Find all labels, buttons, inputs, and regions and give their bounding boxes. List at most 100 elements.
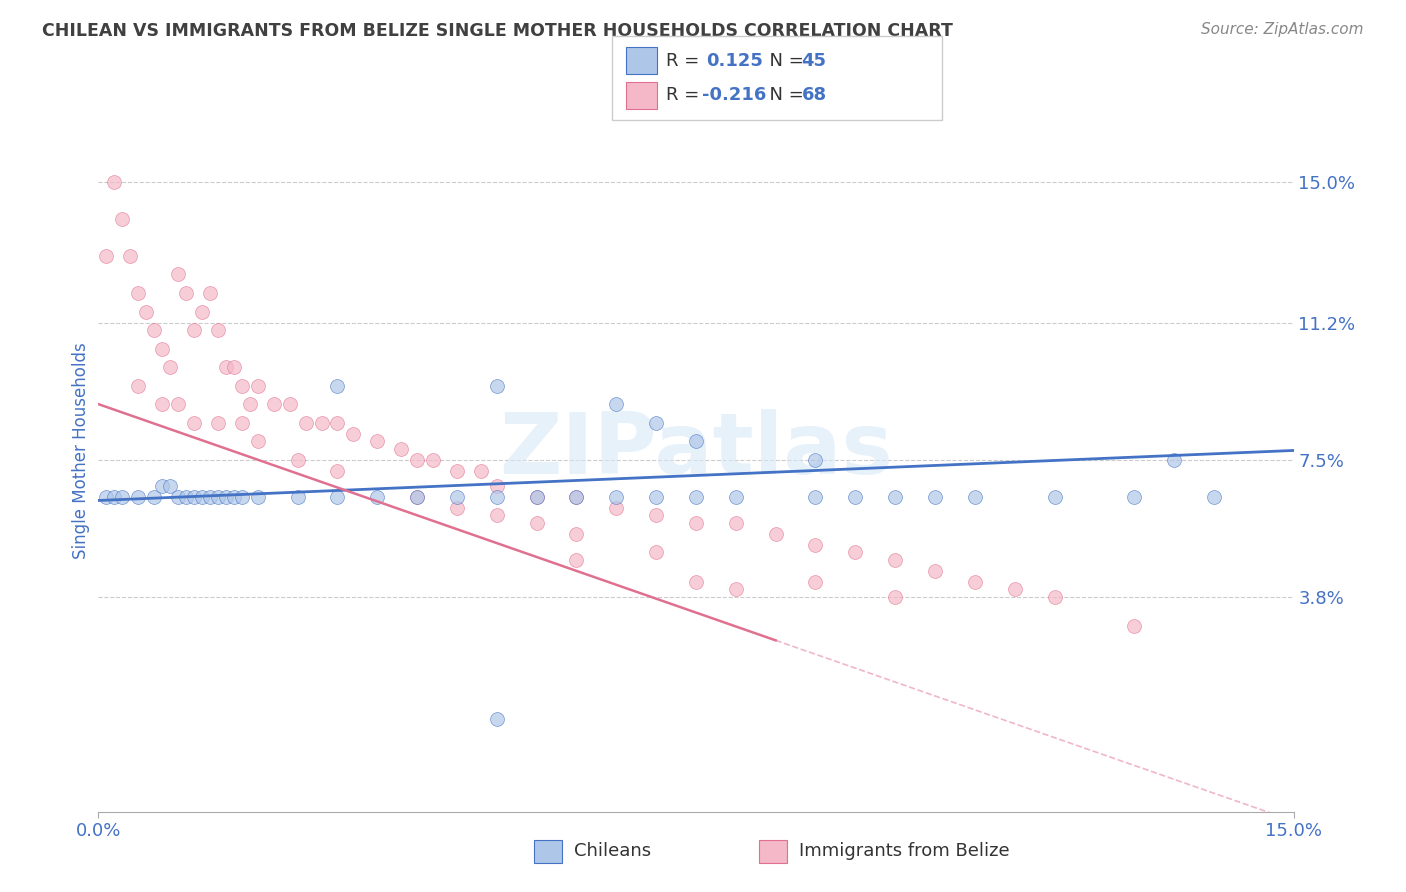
Point <box>485 378 508 392</box>
Point <box>143 490 166 504</box>
Point <box>605 490 627 504</box>
Point <box>1043 590 1066 604</box>
Point <box>207 416 229 430</box>
Text: N =: N = <box>758 87 810 104</box>
Point <box>183 490 205 504</box>
Point <box>1043 490 1066 504</box>
Text: Chileans: Chileans <box>574 842 651 861</box>
Point <box>127 285 149 300</box>
Point <box>485 490 508 504</box>
Point <box>167 268 190 282</box>
Point <box>685 490 707 504</box>
Point <box>215 360 238 375</box>
Point <box>294 416 316 430</box>
Text: R =: R = <box>666 87 706 104</box>
Point <box>605 397 627 411</box>
Point <box>342 426 364 441</box>
Point <box>231 416 253 430</box>
Point <box>135 304 157 318</box>
Point <box>804 574 827 589</box>
Point <box>263 397 285 411</box>
Point <box>406 490 429 504</box>
Point <box>422 452 444 467</box>
Text: Immigrants from Belize: Immigrants from Belize <box>799 842 1010 861</box>
Point <box>685 516 707 530</box>
Point <box>1123 619 1146 633</box>
Point <box>526 516 548 530</box>
Point <box>174 490 197 504</box>
Point <box>278 397 301 411</box>
Point <box>724 582 747 597</box>
Point <box>246 490 269 504</box>
Point <box>924 490 946 504</box>
Point <box>884 490 907 504</box>
Point <box>406 490 429 504</box>
Point <box>485 712 508 726</box>
Point <box>198 285 221 300</box>
Point <box>565 526 588 541</box>
Point <box>127 378 149 392</box>
Point <box>311 416 333 430</box>
Point <box>231 490 253 504</box>
Point <box>159 478 181 492</box>
Point <box>150 342 173 356</box>
Point <box>103 175 125 189</box>
Point <box>150 397 173 411</box>
Point <box>645 416 668 430</box>
Point <box>963 574 986 589</box>
Point <box>207 323 229 337</box>
Point <box>884 590 907 604</box>
Point <box>287 490 309 504</box>
Point <box>96 249 118 263</box>
Text: 0.125: 0.125 <box>706 52 762 70</box>
Text: R =: R = <box>666 52 711 70</box>
Point <box>326 464 349 478</box>
Point <box>645 490 668 504</box>
Point <box>326 416 349 430</box>
Point <box>174 285 197 300</box>
Point <box>111 211 134 226</box>
Point <box>526 490 548 504</box>
Point <box>96 490 118 504</box>
Point <box>724 490 747 504</box>
Point <box>446 500 468 515</box>
Point <box>150 478 173 492</box>
Point <box>183 323 205 337</box>
Point <box>1202 490 1225 504</box>
Point <box>120 249 142 263</box>
Point <box>446 464 468 478</box>
Text: Source: ZipAtlas.com: Source: ZipAtlas.com <box>1201 22 1364 37</box>
Point <box>804 538 827 552</box>
Point <box>765 526 787 541</box>
Point <box>844 545 866 559</box>
Point <box>167 490 190 504</box>
Point <box>246 378 269 392</box>
Point <box>183 416 205 430</box>
Point <box>389 442 412 456</box>
Point <box>844 490 866 504</box>
Point <box>1004 582 1026 597</box>
Text: N =: N = <box>758 52 810 70</box>
Point <box>127 490 149 504</box>
Point <box>143 323 166 337</box>
Point <box>103 490 125 504</box>
Point <box>446 490 468 504</box>
Point <box>724 516 747 530</box>
Text: ZIPatlas: ZIPatlas <box>499 409 893 492</box>
Point <box>239 397 262 411</box>
Point <box>485 478 508 492</box>
Y-axis label: Single Mother Households: Single Mother Households <box>72 343 90 558</box>
Point <box>924 564 946 578</box>
Point <box>191 490 214 504</box>
Point <box>565 553 588 567</box>
Point <box>804 490 827 504</box>
Point <box>485 508 508 523</box>
Point <box>645 508 668 523</box>
Point <box>207 490 229 504</box>
Point <box>605 500 627 515</box>
Point <box>222 490 245 504</box>
Point <box>884 553 907 567</box>
Point <box>326 490 349 504</box>
Point <box>526 490 548 504</box>
Point <box>963 490 986 504</box>
